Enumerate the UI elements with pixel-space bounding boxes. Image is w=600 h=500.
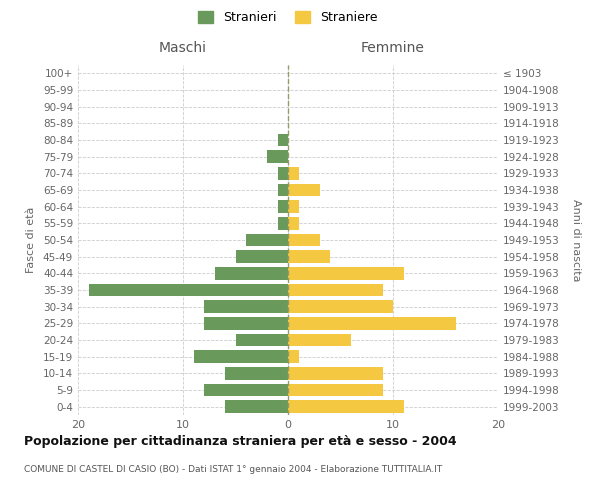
Bar bbox=[235, 334, 288, 346]
Bar bbox=[288, 234, 320, 246]
Bar bbox=[193, 350, 288, 363]
Bar bbox=[288, 400, 404, 413]
Bar bbox=[204, 317, 288, 330]
Text: Popolazione per cittadinanza straniera per età e sesso - 2004: Popolazione per cittadinanza straniera p… bbox=[24, 435, 457, 448]
Bar bbox=[288, 350, 299, 363]
Bar bbox=[288, 284, 383, 296]
Bar bbox=[204, 300, 288, 313]
Bar bbox=[277, 200, 288, 213]
Bar bbox=[288, 367, 383, 380]
Text: Femmine: Femmine bbox=[361, 41, 425, 55]
Bar bbox=[267, 150, 288, 163]
Bar bbox=[288, 317, 456, 330]
Y-axis label: Anni di nascita: Anni di nascita bbox=[571, 198, 581, 281]
Bar bbox=[277, 217, 288, 230]
Bar bbox=[235, 250, 288, 263]
Text: Maschi: Maschi bbox=[159, 41, 207, 55]
Bar bbox=[288, 200, 299, 213]
Bar bbox=[288, 167, 299, 179]
Bar bbox=[288, 334, 351, 346]
Bar bbox=[88, 284, 288, 296]
Bar bbox=[288, 250, 330, 263]
Bar bbox=[288, 267, 404, 280]
Bar bbox=[225, 367, 288, 380]
Bar bbox=[288, 184, 320, 196]
Bar bbox=[288, 300, 393, 313]
Bar bbox=[277, 134, 288, 146]
Y-axis label: Fasce di età: Fasce di età bbox=[26, 207, 36, 273]
Text: COMUNE DI CASTEL DI CASIO (BO) - Dati ISTAT 1° gennaio 2004 - Elaborazione TUTTI: COMUNE DI CASTEL DI CASIO (BO) - Dati IS… bbox=[24, 465, 442, 474]
Legend: Stranieri, Straniere: Stranieri, Straniere bbox=[193, 6, 383, 29]
Bar bbox=[225, 400, 288, 413]
Bar bbox=[277, 167, 288, 179]
Bar bbox=[288, 217, 299, 230]
Bar bbox=[246, 234, 288, 246]
Bar bbox=[215, 267, 288, 280]
Bar bbox=[288, 384, 383, 396]
Bar bbox=[277, 184, 288, 196]
Bar bbox=[204, 384, 288, 396]
